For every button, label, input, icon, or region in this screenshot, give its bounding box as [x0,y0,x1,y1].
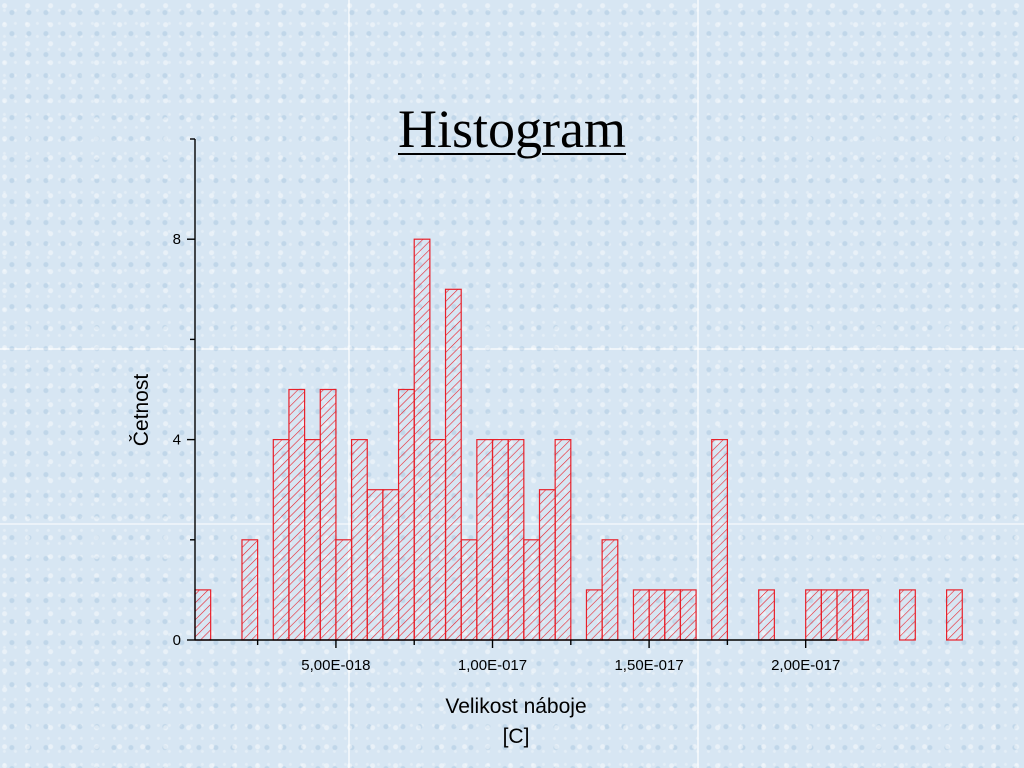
histogram-bar [664,589,682,641]
histogram-bar [632,589,650,641]
x-tick-label: 1,50E-017 [614,657,683,674]
histogram-bar [194,589,212,641]
histogram-bar [272,439,290,641]
histogram-bar [429,439,447,641]
histogram-bar [397,388,415,641]
histogram-bar [836,589,854,641]
axes: 0 4 8 5,00E-018 1,00E-017 1,50E-017 2,00E-017 [173,138,840,674]
x-tick-label: 2,00E-017 [771,657,840,674]
histogram-bar [805,589,822,641]
histogram-bar [413,238,431,641]
histogram-bar [304,439,321,641]
histogram-bar [946,589,963,641]
y-tick-label: 0 [173,632,181,649]
histogram-bar [523,539,541,641]
histogram-bar [899,589,916,641]
histogram-bar [319,388,337,641]
histogram-bar [460,539,478,641]
histogram-bar [288,388,306,641]
histogram-bar [476,439,494,641]
histogram-bar [491,439,509,641]
y-tick-label: 4 [173,432,181,449]
slide-title: Histogram [398,99,626,159]
histogram-bar [852,589,869,641]
y-axis-label: Četnost [130,373,153,447]
x-tick-label: 5,00E-018 [301,657,370,674]
histogram-bar [601,539,619,641]
x-tick-label: 1,00E-017 [458,657,527,674]
histogram-bar [382,489,400,641]
histogram-bar [507,439,525,641]
histogram-bar [648,589,666,641]
histogram-bar [585,589,603,641]
histogram-bar [679,589,697,641]
x-axis-label: Velikost náboje [C] [330,692,702,752]
histogram-bar [444,288,462,641]
histogram-bar [366,489,384,641]
histogram-bar [820,589,838,641]
bar-series [194,238,963,641]
y-tick-label: 8 [173,231,181,248]
histogram-bar [711,439,728,641]
histogram-bar [758,589,775,641]
histogram-bar [350,439,368,641]
x-axis-label-line1: Velikost náboje [445,695,587,718]
histogram-bar [538,489,556,641]
x-axis-label-line2: [C] [502,725,530,748]
histogram-bar [335,539,353,641]
histogram-bar [554,439,572,641]
histogram-bar [241,539,259,641]
